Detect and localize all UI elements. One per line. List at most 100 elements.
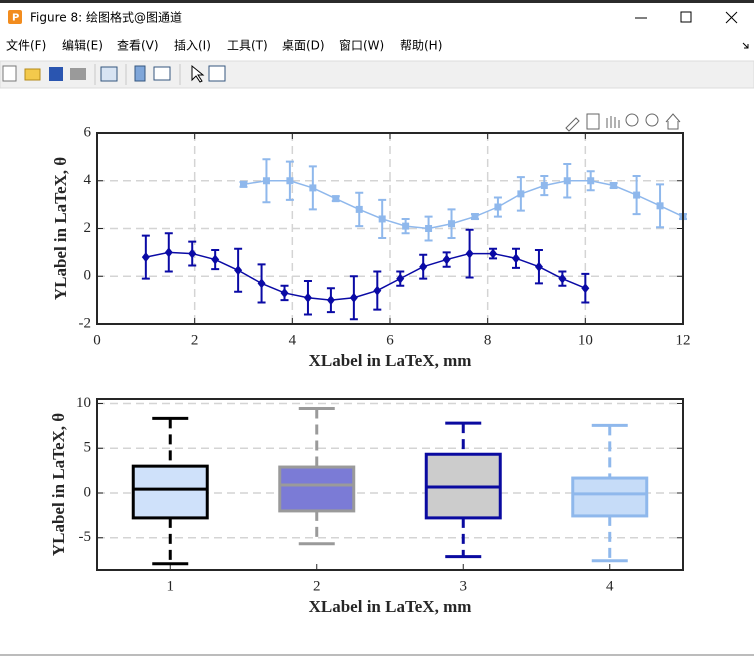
- zoom-in-icon[interactable]: [625, 113, 639, 127]
- marker: [511, 253, 520, 264]
- menu-item[interactable]: 桌面(D): [282, 39, 325, 53]
- x-tick-label: 2: [191, 332, 199, 348]
- marker: [378, 215, 386, 223]
- marker: [396, 273, 405, 284]
- x-tick-label: 0: [93, 332, 101, 348]
- x-tick-label: 6: [386, 332, 394, 348]
- colorbar-icon[interactable]: [134, 65, 146, 82]
- save-icon[interactable]: [49, 67, 63, 81]
- menu-item[interactable]: 编辑(E): [62, 38, 103, 53]
- marker: [471, 213, 479, 221]
- x-tick-label: 3: [460, 578, 468, 594]
- menu-item[interactable]: 帮助(H): [400, 39, 442, 53]
- marker: [349, 292, 358, 303]
- y-tick-label: 0: [84, 268, 92, 284]
- marker: [581, 283, 590, 294]
- menu-item[interactable]: 工具(T): [227, 39, 268, 53]
- x-tick-label: 1: [167, 578, 175, 594]
- pan-icon[interactable]: [606, 116, 620, 128]
- data-tip-icon[interactable]: [586, 113, 600, 130]
- marker: [489, 248, 498, 259]
- marker: [425, 225, 433, 232]
- marker: [257, 278, 266, 289]
- marker: [280, 287, 289, 298]
- x-tick-label: 8: [484, 332, 492, 348]
- marker: [373, 285, 382, 296]
- marker: [240, 180, 247, 188]
- marker: [442, 254, 451, 265]
- marker: [303, 292, 312, 303]
- print-icon[interactable]: [70, 68, 86, 80]
- marker: [419, 261, 428, 272]
- axes: -5 0 5 10 1 2 3 4 XLabel in LaTeX, mm YLabel in L…: [49, 395, 684, 616]
- menu-item[interactable]: 查看(V): [117, 39, 159, 53]
- y-tick-label: 5: [84, 440, 92, 456]
- window-title: Figure 8: 绘图格式@图通道: [30, 10, 182, 25]
- marker: [211, 254, 220, 265]
- marker: [164, 247, 173, 258]
- box: [131, 464, 209, 520]
- y-tick-label: 10: [76, 395, 91, 411]
- y-tick-label: -2: [79, 315, 92, 331]
- marker: [448, 220, 456, 228]
- marker: [494, 203, 502, 211]
- top-border: [0, 0, 754, 3]
- marker: [465, 248, 474, 259]
- marker: [558, 273, 567, 284]
- x-tick-label: 2: [313, 578, 321, 594]
- new-icon[interactable]: [2, 65, 17, 82]
- toolbar-icons: [2, 64, 226, 85]
- open-icon[interactable]: [24, 68, 41, 81]
- marker: [309, 184, 317, 192]
- box: [571, 476, 649, 518]
- line: [243, 180, 684, 230]
- marker: [534, 261, 543, 272]
- maximize-button[interactable]: [680, 11, 692, 23]
- y-tick-label: 0: [84, 484, 92, 500]
- x-tick-label: 4: [289, 332, 297, 348]
- box: [278, 465, 356, 513]
- link-icon[interactable]: [100, 66, 118, 82]
- marker: [262, 177, 270, 185]
- y-axis-label: YLabel in LaTeX, θ: [49, 413, 68, 556]
- menu-item[interactable]: 窗口(W): [339, 39, 384, 53]
- marker: [332, 195, 340, 203]
- menu-bar: 文件(F) 编辑(E) 查看(V) 插入(I) 工具(T) 桌面(D) 窗口(W) 帮助(H): [6, 38, 442, 53]
- marker: [286, 177, 294, 185]
- marker: [517, 190, 525, 198]
- zoom-out-icon[interactable]: [645, 113, 659, 127]
- menu-overflow[interactable]: [742, 42, 749, 49]
- axes-frame: [96, 132, 684, 325]
- marker: [656, 202, 664, 210]
- axes-toolbar: [565, 113, 681, 132]
- close-button[interactable]: [725, 11, 738, 24]
- axes-frame: [96, 398, 684, 571]
- x-axis-label: XLabel in LaTeX, mm: [309, 351, 472, 370]
- pointer-icon[interactable]: [191, 64, 205, 83]
- marker: [540, 182, 548, 190]
- app-icon: [8, 10, 22, 24]
- marker: [402, 222, 410, 230]
- brush-icon[interactable]: [565, 117, 580, 132]
- y-tick-label: 2: [84, 220, 92, 236]
- app-icon-glyph: P: [12, 13, 19, 24]
- y-tick-label: 4: [84, 172, 92, 188]
- marker: [633, 191, 641, 199]
- legend-icon[interactable]: [153, 66, 171, 81]
- x-tick-label: 4: [606, 578, 614, 594]
- marker: [234, 265, 243, 276]
- y-tick-label: -5: [79, 529, 92, 545]
- property-icon[interactable]: [208, 65, 226, 82]
- marker: [141, 252, 150, 263]
- marker: [563, 177, 571, 185]
- home-icon[interactable]: [665, 113, 681, 130]
- menu-item[interactable]: 文件(F): [6, 38, 46, 53]
- x-axis-label: XLabel in LaTeX, mm: [309, 597, 472, 616]
- menu-item[interactable]: 插入(I): [174, 39, 211, 53]
- marker: [610, 182, 618, 190]
